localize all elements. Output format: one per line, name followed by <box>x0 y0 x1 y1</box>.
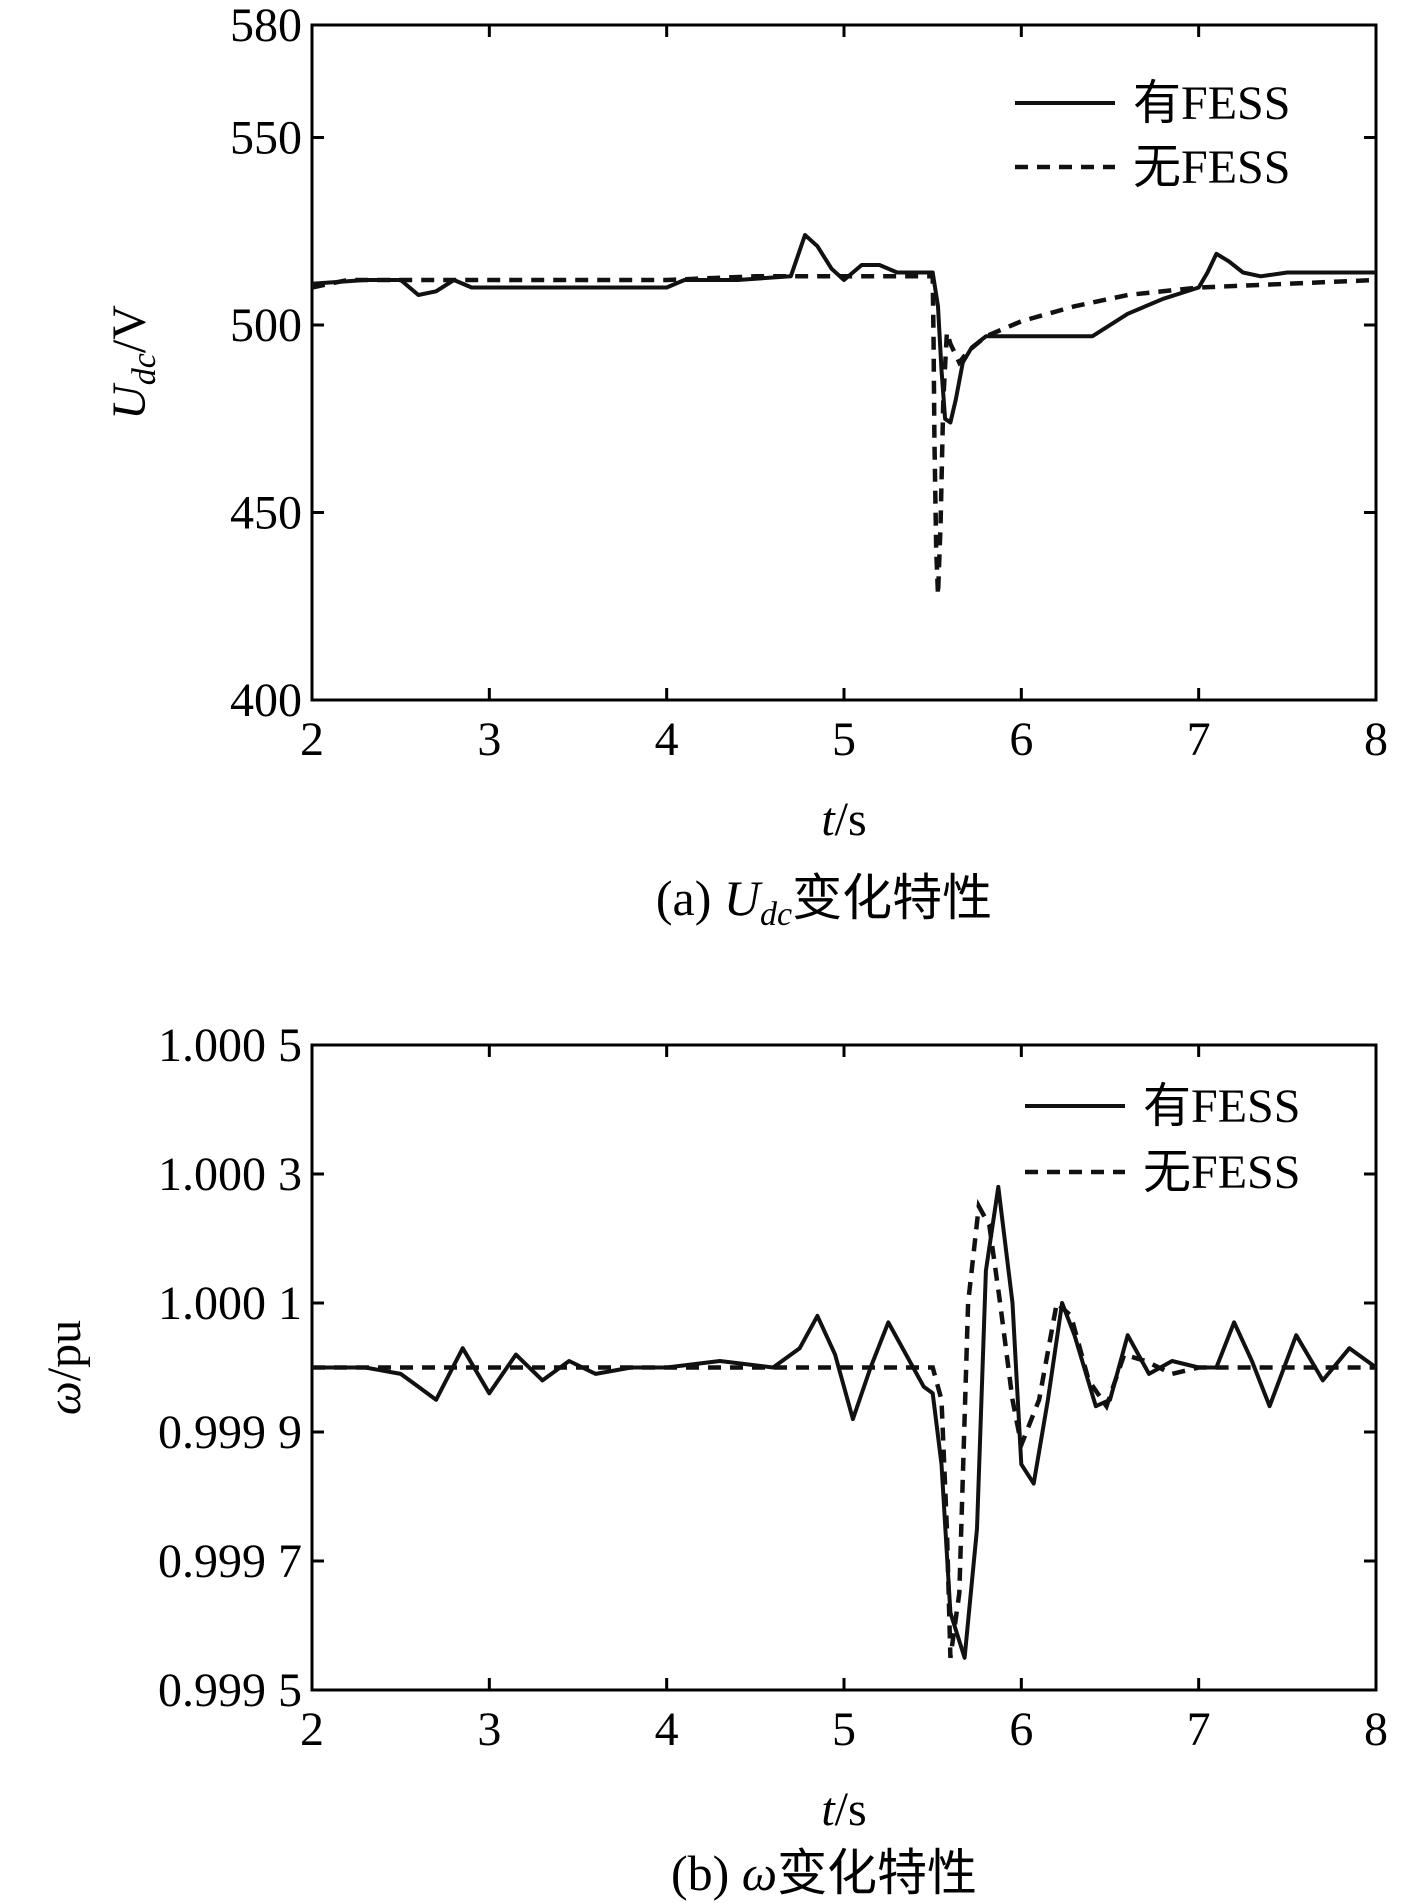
y-tick-label: 580 <box>230 0 302 52</box>
x-tick-label: 2 <box>300 713 324 766</box>
chart-1: 2 3 4 5 6 7 8 0.999 5 0.999 7 0.999 9 1.000 1 1.000… <box>38 1019 1388 1901</box>
series-line-with-fess <box>311 233 1376 425</box>
y-axis-unit: /V <box>103 305 156 353</box>
y-tick-label: 1.000 3 <box>158 1148 302 1201</box>
caption-variable: ω <box>742 1845 777 1901</box>
x-tick-label: 6 <box>1009 713 1033 766</box>
caption-suffix: 变化特性 <box>792 870 992 926</box>
x-tick-label: 4 <box>655 713 679 766</box>
y-tick-label: 450 <box>230 487 302 540</box>
y-tick-label: 400 <box>230 674 302 727</box>
y-tick-label: 0.999 9 <box>158 1406 302 1459</box>
x-tick-label: 8 <box>1364 1703 1388 1756</box>
y-axis-variable: ω <box>38 1381 91 1415</box>
y-tick-label: 500 <box>230 299 302 352</box>
chart-caption: (b) ω变化特性 <box>671 1845 977 1901</box>
y-tick-label: 0.999 5 <box>158 1664 302 1717</box>
x-tick-label: 2 <box>300 1703 324 1756</box>
y-tick-label: 0.999 7 <box>158 1535 302 1588</box>
legend-label: 有FESS <box>1143 1080 1300 1133</box>
y-tick-label: 550 <box>230 112 302 165</box>
chart-caption: (a) Udc变化特性 <box>656 870 992 933</box>
x-tick-label: 6 <box>1009 1703 1033 1756</box>
caption-subscript: dc <box>760 896 792 933</box>
x-axis-label: t/s <box>821 1783 866 1836</box>
x-axis-label: t/s <box>821 793 866 846</box>
x-tick-label: 7 <box>1187 713 1211 766</box>
y-axis-unit: /pu <box>38 1320 91 1381</box>
legend-label: 无FESS <box>1133 141 1290 194</box>
series-line-without-fess <box>311 274 1377 596</box>
y-axis-variable: U <box>103 382 156 420</box>
x-tick-label: 7 <box>1187 1703 1211 1756</box>
y-tick-label: 1.000 1 <box>158 1277 302 1330</box>
series-line-with-fess <box>312 1184 1378 1660</box>
caption-suffix: 变化特性 <box>777 1845 977 1901</box>
x-tick-label: 4 <box>655 1703 679 1756</box>
x-axis-unit: /s <box>835 1783 867 1836</box>
x-axis-variable: t <box>821 1783 836 1836</box>
x-tick-label: 5 <box>832 1703 856 1756</box>
caption-prefix: (b) <box>671 1845 742 1901</box>
chart-0: 2 3 4 5 6 7 8 400 450 500 550 580 有FESS 无FESS t/s Udc/V… <box>103 0 1388 933</box>
caption-variable: U <box>724 870 763 926</box>
y-axis-label: ω/pu <box>38 1320 91 1415</box>
x-tick-label: 8 <box>1364 713 1388 766</box>
legend-label: 无FESS <box>1143 1146 1300 1199</box>
legend-label: 有FESS <box>1133 77 1290 130</box>
series-line-without-fess <box>312 1198 1376 1659</box>
caption-prefix: (a) <box>656 870 724 926</box>
y-axis-label: Udc/V <box>103 305 163 420</box>
x-axis-unit: /s <box>835 793 867 846</box>
x-tick-label: 3 <box>477 713 501 766</box>
x-tick-label: 3 <box>477 1703 501 1756</box>
x-tick-label: 5 <box>832 713 856 766</box>
x-axis-variable: t <box>821 793 836 846</box>
y-axis-subscript: dc <box>126 353 163 385</box>
y-tick-label: 1.000 5 <box>158 1019 302 1072</box>
